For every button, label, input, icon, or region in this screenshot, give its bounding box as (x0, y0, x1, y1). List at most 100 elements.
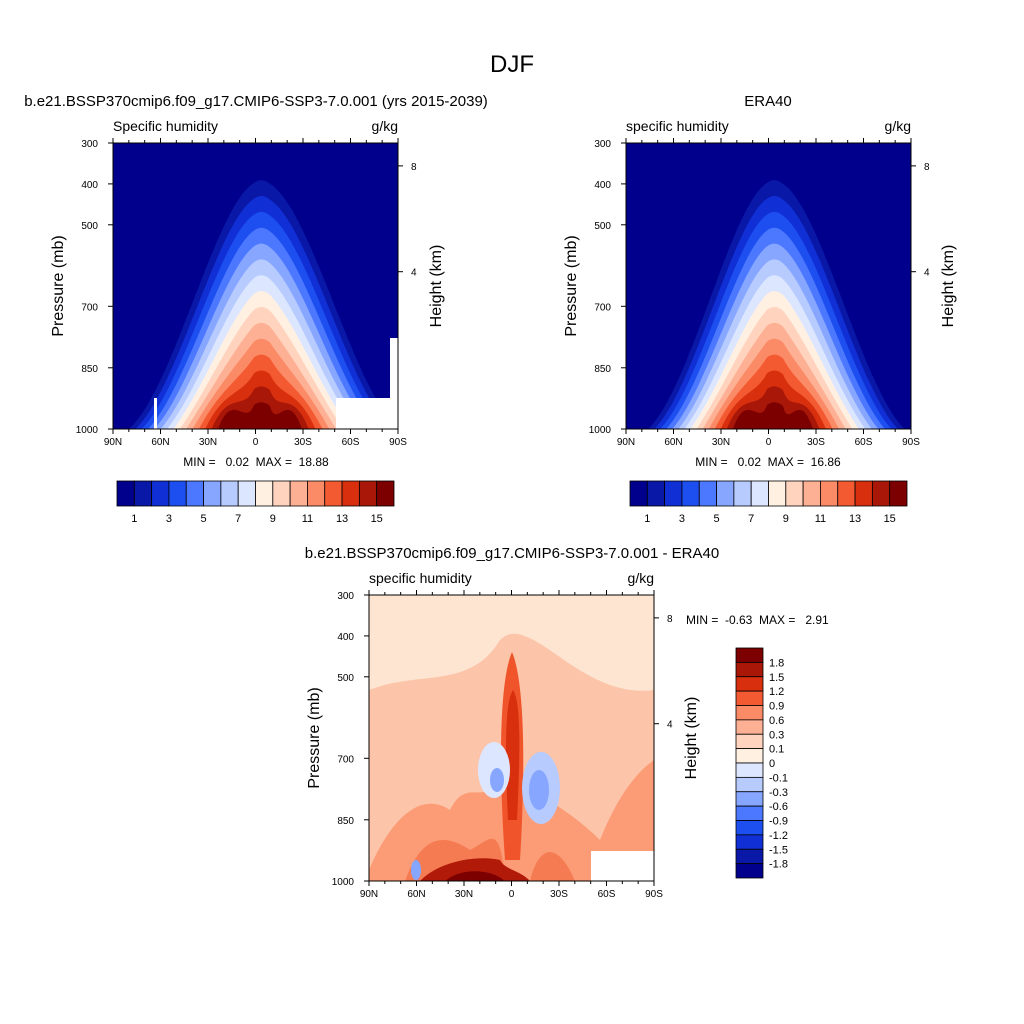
missing-data-mask (591, 851, 654, 881)
contour-field-era40 (626, 143, 911, 429)
colorbar-swatch (272, 480, 291, 507)
x-tick-label: 0 (509, 889, 515, 900)
x-tick-label: 60S (342, 437, 360, 448)
panel-left-label-difference: specific humidity (369, 570, 472, 586)
x-tick-label: 90N (360, 889, 378, 900)
y-tick-label: 500 (81, 221, 98, 232)
y-tick-label: 400 (337, 632, 354, 643)
missing-data-mask (336, 398, 398, 429)
panel-left-label-model: Specific humidity (113, 118, 218, 134)
colorbar-swatch (289, 480, 308, 507)
colorbar-swatch (307, 480, 326, 507)
x-tick-label: 30N (712, 437, 730, 448)
colorbar-swatch (735, 676, 764, 692)
colorbar-label: 15 (371, 513, 383, 525)
stats-era40: MIN = 0.02 MAX = 16.86 (695, 455, 841, 469)
contour-band-neg-0.6 (529, 770, 549, 810)
colorbar-swatch (735, 791, 764, 807)
y-tick-label: 850 (594, 364, 611, 375)
colorbar-swatch (735, 733, 764, 750)
x-tick-label: 90N (104, 437, 122, 448)
colorbar-label: 1.5 (769, 672, 784, 684)
colorbar-swatch (735, 848, 764, 865)
x-tick-label: 60S (855, 437, 873, 448)
y2-tick-label: 8 (667, 614, 673, 625)
colorbar-model: 1 3 5 7 9 11 13 15 (116, 480, 395, 525)
colorbar-swatch (203, 480, 222, 507)
colorbar-swatch (168, 480, 187, 507)
x-tick-label: 90S (389, 437, 407, 448)
colorbar-label: -0.6 (769, 801, 788, 813)
x-tick-label: 60N (664, 437, 682, 448)
panel-units-model: g/kg (372, 118, 398, 134)
colorbar-swatch (735, 805, 764, 821)
colorbar-swatch (785, 480, 804, 507)
y2-axis-label-model: Height (km) (428, 245, 445, 328)
colorbar-swatch (837, 480, 856, 507)
colorbar-swatch (376, 480, 395, 507)
stats-model: MIN = 0.02 MAX = 18.88 (183, 455, 329, 469)
panel-units-era40: g/kg (885, 118, 911, 134)
y-tick-label: 1000 (589, 425, 612, 436)
y-tick-label: 300 (81, 139, 98, 150)
x-tick-label: 60N (151, 437, 169, 448)
x-tick-label: 90S (645, 889, 663, 900)
y2-tick-label: 8 (411, 162, 417, 173)
colorbar-swatch (854, 480, 873, 507)
colorbar-swatch (664, 480, 683, 507)
colorbar-label: 15 (884, 513, 896, 525)
y-tick-label: 700 (81, 302, 98, 313)
y-tick-label: 1000 (76, 425, 99, 436)
y-axis-label-model: Pressure (mb) (50, 235, 67, 336)
colorbar-swatch (255, 480, 274, 507)
contour-band-1.5 (505, 690, 520, 820)
contour-band-neg-0.3 (490, 768, 504, 792)
colorbar-label: 9 (270, 513, 276, 525)
colorbar-swatch (750, 480, 769, 507)
contour-field-difference (369, 595, 654, 881)
y-tick-label: 500 (337, 673, 354, 684)
colorbar-swatch (116, 480, 135, 507)
y2-tick-label: 4 (667, 720, 673, 731)
missing-data-mask (390, 338, 398, 398)
x-tick-label: 0 (253, 437, 259, 448)
colorbar-swatch (871, 480, 891, 507)
colorbar-swatch (735, 661, 764, 678)
contour-band-level-15 (733, 402, 813, 429)
x-tick-label: 60N (407, 889, 425, 900)
x-tick-label: 90S (902, 437, 920, 448)
colorbar-swatch (735, 647, 764, 663)
x-tick-label: 90N (617, 437, 635, 448)
panel-difference: b.e21.BSSP370cmip6.f09_g17.CMIP6-SSP3-7.… (305, 545, 829, 900)
colorbar-swatch (237, 480, 256, 507)
missing-data-mask (154, 398, 157, 429)
colorbar-swatch (733, 480, 752, 507)
contour-band-max (445, 871, 505, 881)
colorbar-label: 0.9 (769, 701, 784, 713)
colorbar-label: 1.8 (769, 657, 784, 669)
colorbar-swatch (735, 834, 764, 850)
colorbar-label: 11 (815, 513, 826, 525)
colorbar-swatch (802, 480, 821, 507)
colorbar-swatch (341, 480, 360, 507)
x-tick-label: 30S (807, 437, 825, 448)
colorbar-swatch (735, 762, 764, 778)
colorbar-swatch (220, 480, 239, 507)
stats-difference: MIN = -0.63 MAX = 2.91 (686, 613, 829, 627)
colorbar-swatch (889, 480, 908, 507)
y2-tick-label: 4 (924, 268, 930, 279)
x-tick-label: 30S (294, 437, 312, 448)
colorbar-swatch (735, 748, 764, 764)
colorbar-label: 11 (302, 513, 313, 525)
x-tick-label: 60S (598, 889, 616, 900)
colorbar-label: 7 (235, 513, 241, 525)
axes-era40: 90N 60N 30N 0 30S 60S 90S 300 400 500 700 850 1000 8 4 (589, 138, 930, 448)
colorbar-label: 1 (644, 513, 650, 525)
panel-title-era40: ERA40 (744, 93, 792, 110)
contour-band-neg-0.6 (411, 860, 421, 880)
contour-field-model (113, 143, 398, 429)
colorbar-label: -0.9 (769, 816, 788, 828)
colorbar-label: 5 (201, 513, 207, 525)
y-tick-label: 1000 (332, 877, 355, 888)
